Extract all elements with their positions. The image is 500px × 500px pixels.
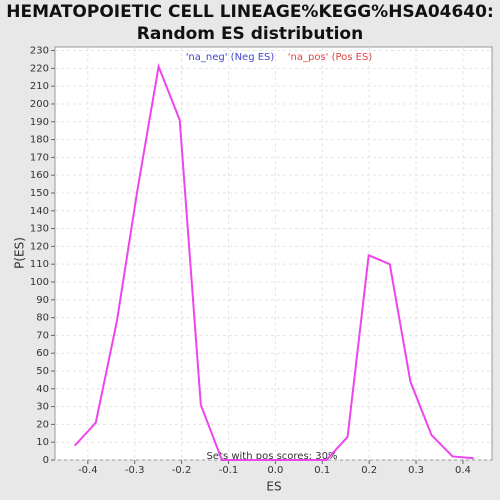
x-tick-label: 0.2: [361, 465, 377, 476]
x-tick-label: 0.3: [408, 465, 424, 476]
y-tick-label: 0: [43, 455, 49, 466]
y-tick-label: 60: [36, 348, 49, 359]
y-tick-label: 160: [30, 170, 49, 181]
x-tick-label: 0.4: [455, 465, 471, 476]
legend-entry: 'na_neg' (Neg ES): [186, 52, 275, 63]
chart-title: HEMATOPOIETIC CELL LINEAGE%KEGG%HSA04640…: [6, 2, 494, 22]
plot-area: [54, 46, 493, 461]
y-tick-label: 20: [36, 419, 49, 430]
y-tick-label: 80: [36, 313, 49, 324]
line: [73, 62, 474, 461]
y-tick-label: 230: [30, 46, 49, 57]
y-tick-label: 130: [30, 224, 49, 235]
y-tick-label: 40: [36, 384, 49, 395]
y-tick-label: 210: [30, 81, 49, 92]
y-tick-label: 180: [30, 135, 49, 146]
x-tick-label: -0.4: [78, 465, 98, 476]
y-tick-label: 110: [30, 259, 49, 270]
y-tick-label: 200: [30, 99, 49, 110]
y-tick-label: 70: [36, 330, 49, 341]
y-tick-label: 10: [36, 437, 49, 448]
annotation: Sets with pos scores: 30%: [207, 451, 338, 462]
y-tick-label: 150: [30, 188, 49, 199]
y-tick-label: 30: [36, 402, 49, 413]
y-tick-label: 100: [30, 277, 49, 288]
x-axis-label: ES: [266, 480, 281, 494]
y-tick-label: 170: [30, 152, 49, 163]
x-tick-label: 0.0: [267, 465, 283, 476]
y-tick-label: 50: [36, 366, 49, 377]
chart-title: Random ES distribution: [137, 24, 363, 44]
y-tick-label: 90: [36, 295, 49, 306]
y-tick-label: 140: [30, 206, 49, 217]
y-tick-label: 120: [30, 241, 49, 252]
y-tick-label: 220: [30, 63, 49, 74]
x-tick-label: -0.1: [219, 465, 239, 476]
legend-entry: 'na_pos' (Pos ES): [288, 52, 373, 63]
x-tick-label: -0.3: [125, 465, 145, 476]
x-tick-label: 0.1: [314, 465, 330, 476]
x-tick-label: -0.2: [172, 465, 192, 476]
y-tick-label: 190: [30, 117, 49, 128]
y-axis-label: P(ES): [13, 237, 27, 269]
